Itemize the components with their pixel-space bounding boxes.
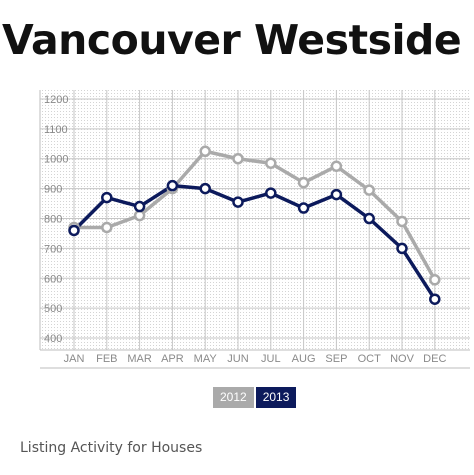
y-tick-label: 400 xyxy=(44,333,62,345)
data-point-2013[interactable] xyxy=(199,182,211,195)
data-point-2013[interactable] xyxy=(166,179,179,192)
x-tick-label: JAN xyxy=(64,353,85,365)
data-point-2012[interactable] xyxy=(199,145,211,158)
series-points xyxy=(68,145,441,305)
y-tick-label: 900 xyxy=(44,184,62,196)
x-tick-label: NOV xyxy=(390,353,415,365)
y-tick-label: 1100 xyxy=(44,124,68,136)
x-tick-label: OCT xyxy=(358,353,382,365)
y-tick-label: 800 xyxy=(44,214,62,226)
legend-item-2012[interactable]: 2012 xyxy=(213,387,254,408)
series-line-2012 xyxy=(72,149,437,282)
data-point-2012[interactable] xyxy=(232,152,244,165)
x-tick-label: JUN xyxy=(227,353,248,365)
data-point-2012[interactable] xyxy=(297,176,310,189)
data-point-2012[interactable] xyxy=(101,221,113,234)
x-tick-label: SEP xyxy=(325,353,347,365)
y-tick-label: 700 xyxy=(44,243,62,255)
data-point-2012[interactable] xyxy=(265,157,277,169)
chart-title: Vancouver Westside xyxy=(2,16,462,64)
data-point-2013[interactable] xyxy=(101,191,113,204)
data-point-2012[interactable] xyxy=(396,215,408,228)
data-point-2013[interactable] xyxy=(396,242,408,255)
data-point-2013[interactable] xyxy=(297,202,310,214)
x-tick-label: DEC xyxy=(423,353,446,365)
x-tick-label: MAY xyxy=(194,353,218,365)
data-point-2012[interactable] xyxy=(363,184,375,196)
data-point-2013[interactable] xyxy=(429,293,441,305)
x-tick-label: AUG xyxy=(292,353,316,365)
x-tick-label: JUL xyxy=(261,353,281,365)
data-point-2012[interactable] xyxy=(133,209,146,222)
x-axis-ticks: JAN FEB MAR APR MAY JUN JUL AUG SEP OCT NOV DEC xyxy=(64,353,447,365)
y-tick-label: 1200 xyxy=(44,94,68,106)
y-axis-ticks: 1200 1100 1000 900 800 700 600 500 400 xyxy=(44,94,68,345)
data-point-2013[interactable] xyxy=(232,196,244,208)
y-tick-label: 1000 xyxy=(44,154,68,166)
legend-item-2013[interactable]: 2013 xyxy=(255,387,297,408)
y-tick-label: 600 xyxy=(44,273,62,285)
data-point-2013[interactable] xyxy=(330,188,343,201)
legend: 2012 2013 xyxy=(213,387,297,408)
data-point-2013[interactable] xyxy=(68,224,80,237)
data-point-2012[interactable] xyxy=(429,274,441,286)
data-point-2013[interactable] xyxy=(133,200,146,213)
data-point-2012[interactable] xyxy=(330,160,343,172)
data-point-2013[interactable] xyxy=(363,212,375,225)
x-tick-label: APR xyxy=(161,353,184,365)
chart-subtitle: Listing Activity for Houses xyxy=(20,440,203,456)
data-point-2013[interactable] xyxy=(265,187,277,199)
y-tick-label: 500 xyxy=(44,303,62,315)
x-tick-label: MAR xyxy=(127,353,152,365)
x-tick-label: FEB xyxy=(96,353,117,365)
